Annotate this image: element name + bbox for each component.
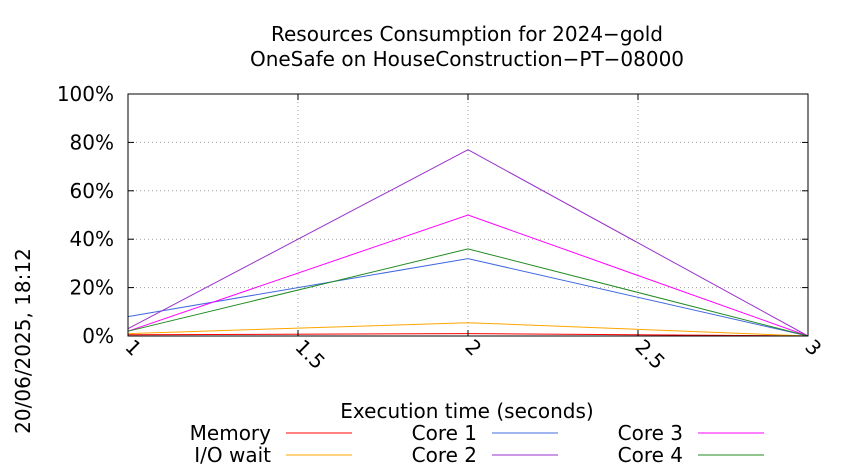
- legend-label: Core 2: [412, 443, 477, 467]
- legend-label: Core 1: [412, 421, 477, 445]
- series-line-core-2: [127, 149, 809, 337]
- x-tick-label: 2: [460, 335, 486, 361]
- y-tick-label: 60%: [70, 179, 114, 203]
- y-tick-label: 40%: [70, 227, 114, 251]
- legend-label: Core 3: [618, 421, 683, 445]
- y-tick-label: 0%: [82, 324, 114, 348]
- series-line-core-1: [127, 258, 809, 337]
- chart-subtitle: OneSafe on HouseConstruction−PT−08000: [250, 47, 684, 71]
- legend-label: I/O wait: [194, 443, 271, 467]
- y-tick-labels: 0% 20% 40% 60% 80% 100%: [57, 82, 114, 348]
- x-tick-label: 1: [120, 335, 146, 361]
- chart-titles: Resources Consumption for 2024−gold OneS…: [250, 22, 684, 71]
- legend-label: Core 4: [618, 443, 683, 467]
- legend-label: Memory: [190, 421, 272, 445]
- chart-title: Resources Consumption for 2024−gold: [271, 22, 663, 46]
- y-tick-label: 100%: [57, 82, 114, 106]
- x-tick-label: 1.5: [290, 335, 329, 374]
- y-tick-label: 80%: [70, 130, 114, 154]
- series-line-i-o-wait: [127, 322, 809, 337]
- x-axis-label: Execution time (seconds): [340, 399, 593, 423]
- series-line-core-4: [127, 248, 809, 337]
- y-tick-label: 20%: [70, 276, 114, 300]
- timestamp-label: 20/06/2025, 18:12: [11, 248, 35, 434]
- x-tick-label: 3: [800, 335, 826, 361]
- axis-ticks: [127, 93, 809, 337]
- x-tick-labels: 1 1.5 2 2.5 3: [120, 335, 826, 374]
- series-line-core-3: [127, 214, 809, 337]
- x-tick-label: 2.5: [630, 335, 669, 374]
